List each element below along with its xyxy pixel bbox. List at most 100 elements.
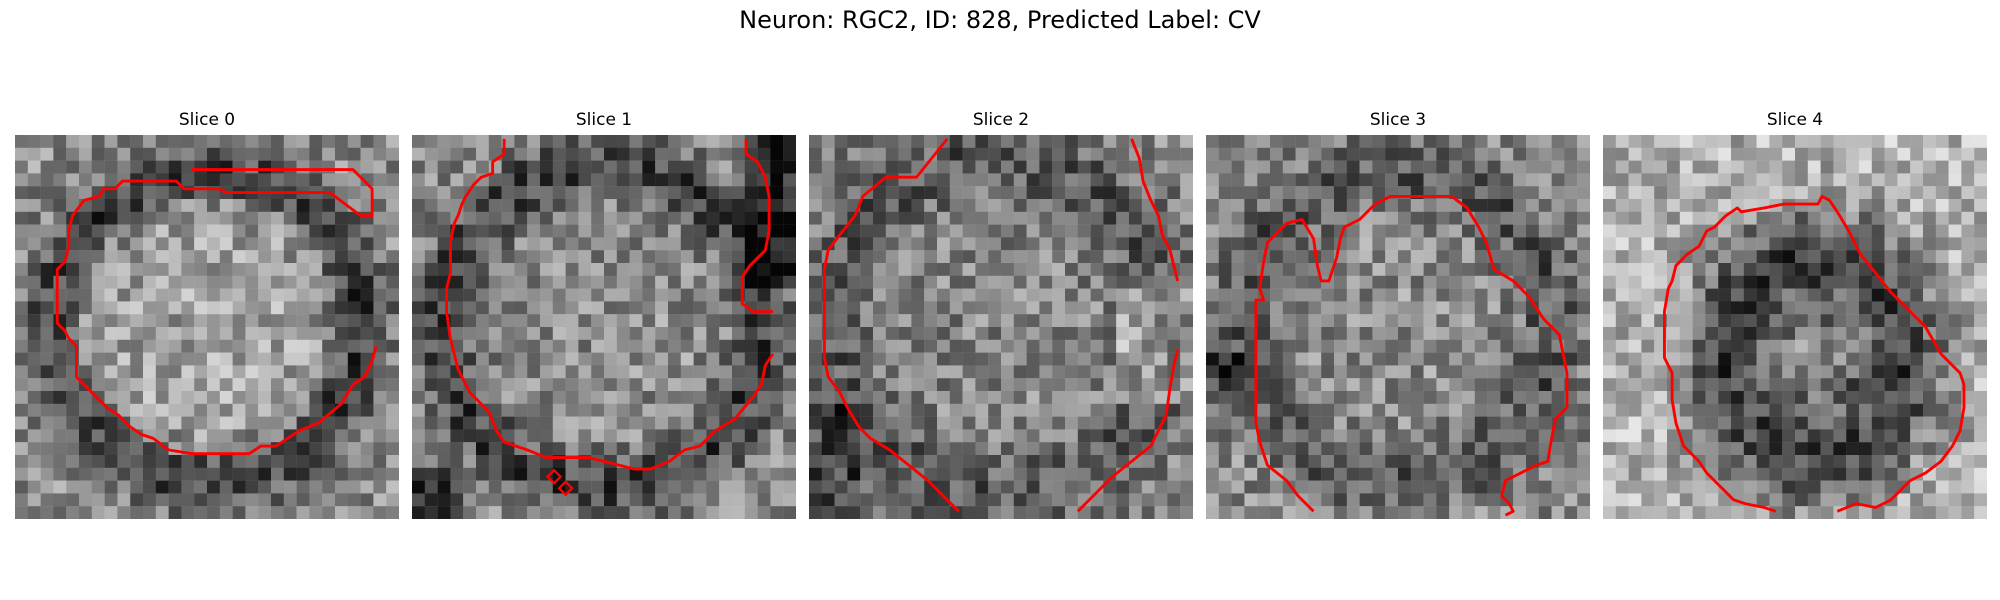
pixel: [1206, 135, 1219, 148]
pixel: [1654, 262, 1668, 276]
pixel: [1231, 352, 1245, 366]
pixel: [1423, 442, 1437, 456]
pixel: [1167, 211, 1181, 225]
pixel: [1116, 339, 1130, 353]
pixel: [450, 480, 464, 494]
pixel: [360, 186, 374, 200]
pixel: [450, 135, 464, 148]
pixel: [1795, 160, 1808, 174]
pixel: [655, 211, 669, 225]
pixel: [283, 378, 297, 392]
pixel: [629, 173, 643, 187]
pixel: [1718, 288, 1732, 302]
pixel: [1257, 339, 1271, 353]
pixel: [1667, 327, 1680, 340]
pixel: [1782, 493, 1796, 507]
pixel: [1679, 403, 1693, 417]
pixel: [334, 147, 348, 161]
pixel: [655, 467, 669, 481]
pixel: [1346, 416, 1360, 430]
pixel: [1654, 403, 1668, 417]
pixel: [1692, 416, 1706, 430]
pixel: [1756, 429, 1770, 443]
pixel: [194, 493, 208, 507]
pixel: [373, 416, 387, 430]
pixel: [27, 391, 41, 404]
pixel: [1628, 314, 1642, 328]
pixel: [860, 493, 874, 507]
pixel: [1859, 275, 1872, 289]
pixel: [322, 135, 336, 148]
pixel: [1141, 339, 1155, 353]
pixel: [578, 135, 592, 148]
pixel: [1026, 186, 1040, 200]
pixel: [1692, 211, 1706, 225]
pixel: [1295, 391, 1309, 404]
pixel: [40, 506, 54, 519]
pixel: [1756, 288, 1770, 302]
pixel: [258, 416, 272, 430]
pixel: [1718, 454, 1732, 468]
pixel: [463, 442, 477, 456]
pixel: [130, 493, 144, 507]
pixel: [1436, 327, 1450, 340]
pixel: [1641, 454, 1655, 468]
pixel: [1218, 352, 1232, 366]
pixel: [181, 429, 195, 443]
pixel: [578, 467, 592, 481]
pixel: [962, 339, 976, 353]
pixel: [1333, 416, 1347, 430]
pixel: [911, 186, 925, 200]
pixel: [539, 352, 553, 366]
pixel: [1730, 173, 1744, 187]
pixel: [1910, 288, 1924, 302]
pixel: [91, 224, 105, 238]
pixel: [155, 211, 169, 225]
pixel: [194, 378, 208, 392]
pixel: [117, 224, 131, 238]
pixel: [245, 442, 259, 456]
pixel: [1641, 314, 1655, 328]
pixel: [476, 493, 489, 507]
pixel: [1756, 275, 1770, 289]
pixel: [1897, 467, 1911, 481]
pixel: [1922, 173, 1936, 187]
pixel: [1385, 262, 1399, 276]
pixel: [1090, 275, 1104, 289]
pixel: [539, 250, 553, 264]
pixel: [911, 135, 925, 148]
pixel: [1769, 339, 1783, 353]
pixel: [155, 365, 169, 379]
pixel: [1615, 442, 1629, 456]
pixel: [552, 160, 566, 174]
pixel: [1551, 135, 1565, 148]
pixel: [27, 454, 41, 468]
pixel: [168, 454, 182, 468]
pixel: [1795, 378, 1808, 392]
pixel: [1910, 250, 1924, 264]
pixel: [1052, 403, 1066, 417]
pixel: [1948, 160, 1962, 174]
pixel: [334, 454, 348, 468]
pixel: [219, 352, 233, 366]
pixel: [1820, 454, 1834, 468]
pixel: [1897, 275, 1911, 289]
pixel: [1462, 288, 1475, 302]
pixel: [424, 365, 438, 379]
pixel: [783, 416, 796, 430]
pixel: [1333, 301, 1347, 315]
pixel: [1449, 480, 1463, 494]
pixel: [1359, 147, 1373, 161]
pixel: [283, 339, 297, 353]
pixel: [642, 288, 656, 302]
pixel: [770, 352, 784, 366]
pixel: [1474, 275, 1488, 289]
pixel: [565, 288, 579, 302]
pixel: [53, 416, 67, 430]
pixel: [1692, 173, 1706, 187]
pixel: [194, 173, 208, 187]
pixel: [1743, 365, 1757, 379]
pixel: [527, 506, 541, 519]
pixel: [1410, 275, 1424, 289]
pixel: [706, 467, 720, 481]
